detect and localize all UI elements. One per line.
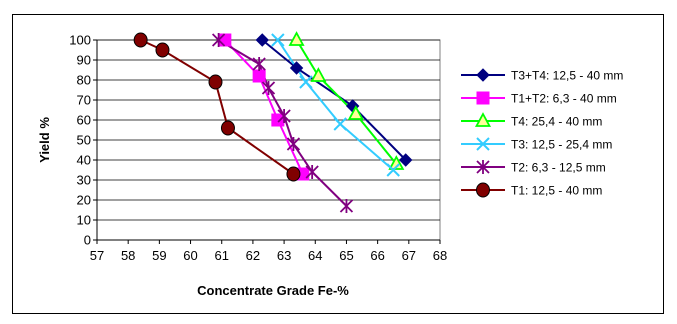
x-tick-label: 67 [402, 248, 416, 263]
legend-marker [476, 91, 490, 105]
x-tick-label: 60 [183, 248, 197, 263]
y-tick-label: 20 [77, 193, 91, 208]
legend-marker [474, 112, 492, 127]
data-point-4 [277, 109, 291, 123]
y-tick-label: 60 [77, 113, 91, 128]
data-point-4 [211, 33, 226, 47]
x-tick-label: 64 [308, 248, 322, 263]
data-point-0 [398, 153, 413, 167]
y-tick-label: 30 [77, 173, 91, 188]
data-point-5 [133, 32, 148, 48]
data-point-2 [388, 155, 405, 170]
data-point-3 [333, 117, 347, 131]
y-axis-title: Yield % [37, 117, 52, 163]
y-tick-label: 80 [77, 73, 91, 88]
x-tick-label: 66 [370, 248, 384, 263]
data-point-5 [155, 42, 170, 58]
x-tick-label: 57 [90, 248, 104, 263]
x-tick-label: 65 [339, 248, 353, 263]
series-line-0 [261, 39, 407, 161]
x-tick-label: 58 [121, 248, 135, 263]
legend: T3+T4: 12,5 - 40 mm T1+T2: 6,3 - 40 mm T4:… [461, 68, 623, 198]
series-line-2 [295, 39, 398, 165]
legend-label: T4: 25,4 - 40 mm [511, 115, 602, 129]
data-point-3 [299, 75, 313, 89]
legend-marker [476, 160, 490, 174]
chart-frame: 0 10 20 30 40 50 60 70 80 90 100 57 58 59 60 61 62 63 64 65… [12, 14, 664, 314]
legend-label: T1: 12,5 - 40 mm [511, 184, 602, 198]
x-tick-label: 59 [152, 248, 166, 263]
yield-grade-chart: 0 10 20 30 40 50 60 70 80 90 100 57 58 59 60 61 62 63 64 65… [37, 31, 623, 298]
y-tick-label: 50 [77, 133, 91, 148]
data-point-0 [289, 61, 304, 75]
y-tick-label: 100 [69, 33, 91, 48]
legend-marker [476, 68, 490, 82]
legend-label: T1+T2: 6,3 - 40 mm [511, 92, 617, 106]
data-point-3 [386, 163, 400, 177]
x-tick-label: 62 [246, 248, 260, 263]
legend-marker [476, 137, 490, 151]
x-axis-title: Concentrate Grade Fe-% [197, 283, 349, 298]
data-point-3 [271, 33, 285, 47]
legend-label: T3+T4: 12,5 - 40 mm [511, 69, 623, 83]
data-point-4 [252, 57, 266, 71]
x-tick-label: 61 [214, 248, 228, 263]
data-point-2 [347, 105, 364, 120]
x-tick-label: 63 [277, 248, 291, 263]
series-line-3 [277, 39, 394, 171]
data-point-1 [271, 113, 285, 127]
data-point-4 [261, 81, 276, 95]
y-tick-label: 0 [84, 233, 91, 248]
data-point-2 [288, 31, 305, 46]
y-tick-label: 90 [77, 53, 91, 68]
y-tick-label: 70 [77, 93, 91, 108]
data-point-0 [255, 33, 269, 47]
legend-label: T2: 6,3 - 12,5 mm [511, 161, 606, 175]
legend-label: T3: 12,5 - 25,4 mm [511, 138, 612, 152]
data-point-4 [339, 199, 354, 213]
data-point-4 [286, 137, 301, 151]
y-tick-label: 40 [77, 153, 91, 168]
data-point-5 [208, 74, 223, 90]
data-point-4 [305, 165, 319, 179]
y-tick-label: 10 [77, 213, 91, 228]
data-point-2 [310, 67, 327, 82]
data-point-5 [220, 120, 235, 136]
data-point-1 [252, 69, 266, 83]
data-point-5 [286, 166, 301, 182]
data-point-1 [218, 33, 232, 47]
x-tick-label: 68 [433, 248, 447, 263]
legend-marker [476, 182, 490, 198]
